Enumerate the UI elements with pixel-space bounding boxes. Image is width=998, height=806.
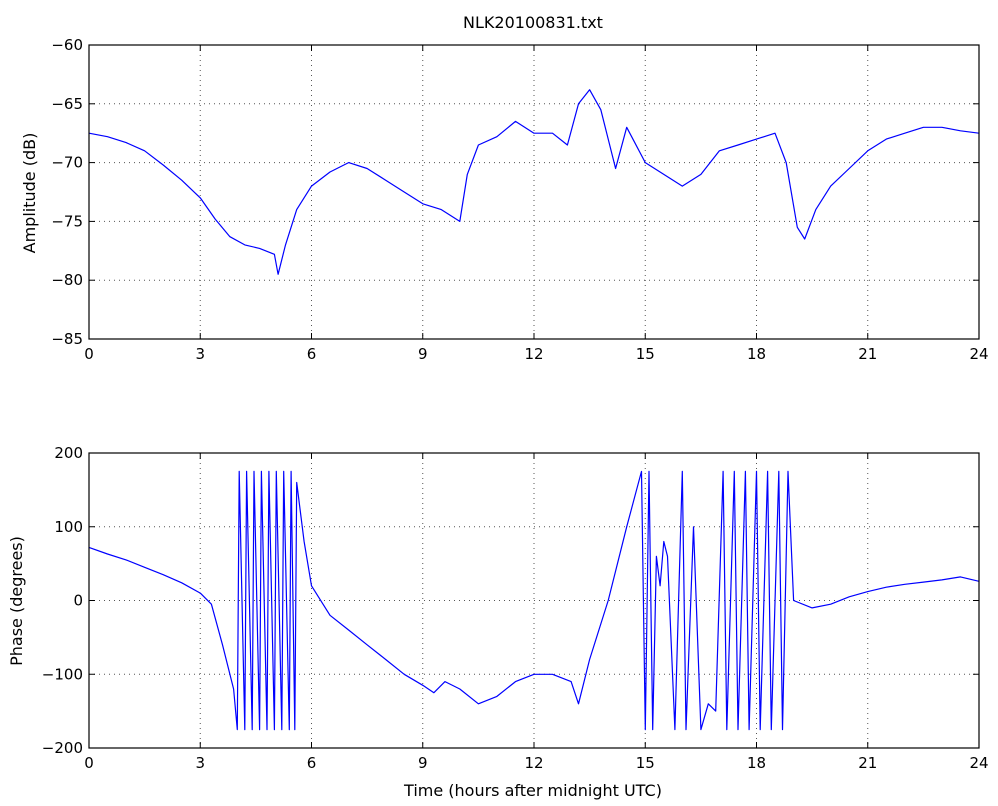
x-tick-label: 9 [418,345,428,363]
y-tick-label: −70 [51,154,83,172]
x-tick-label: 15 [636,345,655,363]
series-line [88,89,980,275]
x-tick-label: 6 [307,754,317,772]
phase-plot: 0 3 6 9 12 15 18 21 24 −200 −100 0 100 200 [42,444,989,772]
x-tick-label: 12 [524,754,543,772]
x-tick-label: 15 [636,754,655,772]
x-tick-label: 12 [524,345,543,363]
plot-frame [88,44,980,340]
phase-y-axis-label: Phase (degrees) [7,536,26,666]
y-tick-label: 0 [73,592,83,610]
y-tick-label: 100 [54,518,83,536]
x-tick-label: 18 [747,345,766,363]
x-tick-label: 24 [969,754,988,772]
y-tick-label: 200 [54,444,83,462]
amplitude-y-axis-label: Amplitude (dB) [20,133,39,254]
series-line [88,470,980,731]
x-tick-label: 6 [307,345,317,363]
phase-x-axis-label: Time (hours after midnight UTC) [403,781,662,800]
y-tick-label: −100 [42,665,83,683]
x-tick-label: 3 [195,754,205,772]
x-tick-label: 24 [969,345,988,363]
chart-title: NLK20100831.txt [463,13,603,32]
y-tick-label: −75 [51,212,83,230]
x-tick-label: 0 [84,754,94,772]
x-tick-label: 3 [195,345,205,363]
x-tick-label: 21 [858,754,877,772]
x-tick-label: 0 [84,345,94,363]
amplitude-plot: 0 3 6 9 12 15 18 21 24 −85 −80 −75 −70 −65 −60 [51,36,988,363]
y-tick-label: −60 [51,36,83,54]
x-tick-label: 18 [747,754,766,772]
x-tick-label: 21 [858,345,877,363]
y-tick-label: −80 [51,271,83,289]
y-tick-label: −200 [42,739,83,757]
x-tick-label: 9 [418,754,428,772]
y-tick-label: −65 [51,95,83,113]
y-tick-label: −85 [51,330,83,348]
